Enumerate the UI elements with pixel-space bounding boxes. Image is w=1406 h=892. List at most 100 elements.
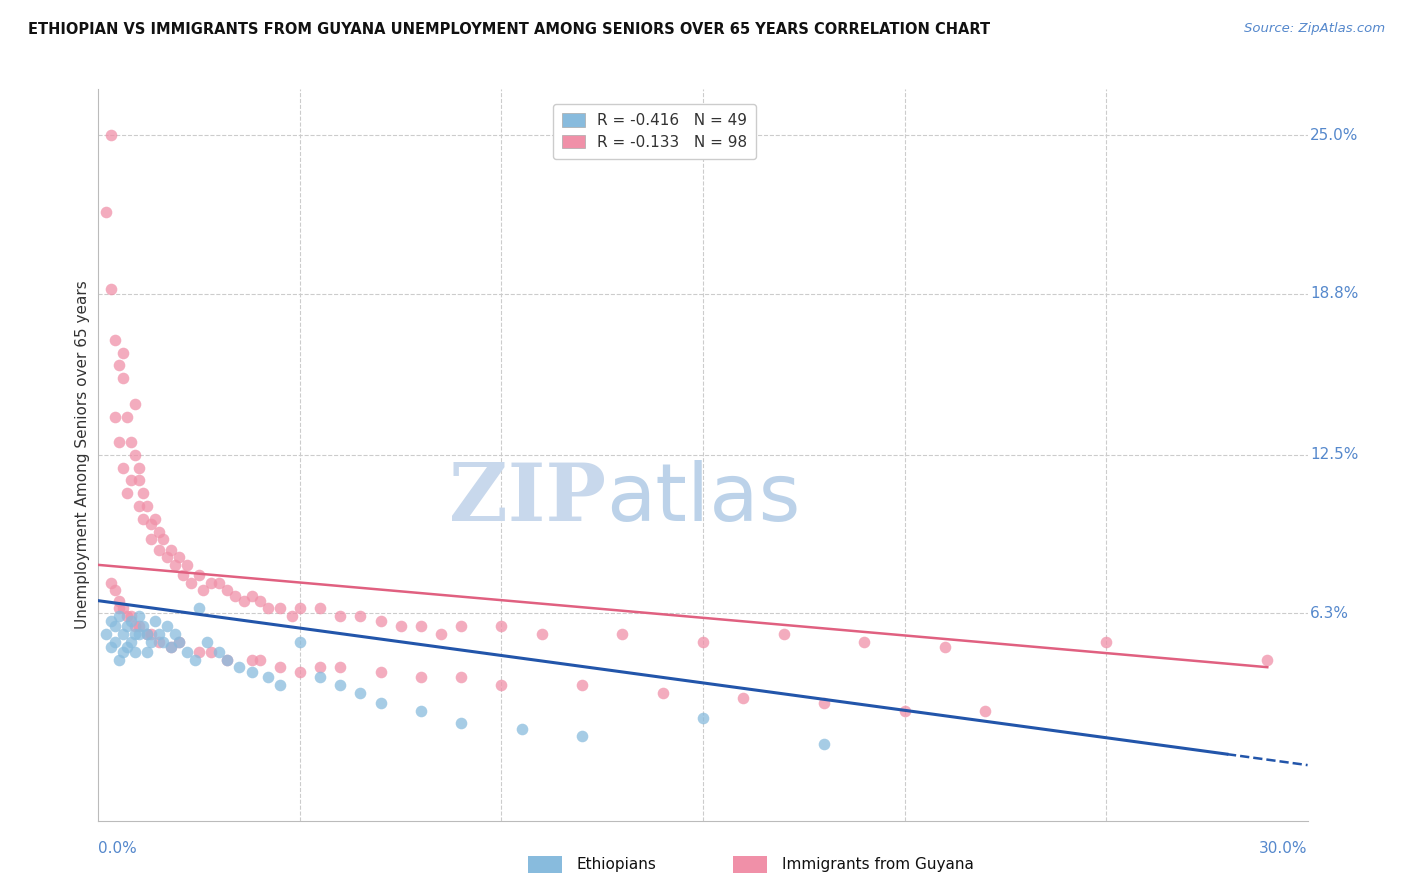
- Point: [228, 660, 250, 674]
- Point: [132, 619, 155, 633]
- Point: [115, 619, 138, 633]
- Legend: R = -0.416   N = 49, R = -0.133   N = 98: R = -0.416 N = 49, R = -0.133 N = 98: [553, 104, 756, 159]
- Point: [349, 686, 371, 700]
- Point: [208, 645, 231, 659]
- Point: [135, 499, 157, 513]
- Point: [128, 619, 150, 633]
- Point: [111, 645, 134, 659]
- Text: ETHIOPIAN VS IMMIGRANTS FROM GUYANA UNEMPLOYMENT AMONG SENIORS OVER 65 YEARS COR: ETHIOPIAN VS IMMIGRANTS FROM GUYANA UNEM…: [28, 22, 990, 37]
- Point: [100, 614, 122, 628]
- Text: atlas: atlas: [606, 459, 800, 538]
- Point: [111, 601, 134, 615]
- Point: [148, 634, 170, 648]
- Point: [115, 409, 138, 424]
- Text: 6.3%: 6.3%: [1310, 606, 1348, 621]
- Point: [249, 593, 271, 607]
- Point: [349, 609, 371, 624]
- Text: 18.8%: 18.8%: [1310, 286, 1358, 301]
- Point: [148, 542, 170, 557]
- Point: [571, 678, 593, 692]
- Point: [135, 627, 157, 641]
- Point: [651, 686, 673, 700]
- Point: [160, 640, 183, 654]
- Point: [111, 345, 134, 359]
- Point: [409, 619, 432, 633]
- Point: [160, 640, 183, 654]
- Point: [200, 645, 222, 659]
- Point: [120, 634, 142, 648]
- Point: [152, 533, 174, 547]
- Point: [103, 634, 125, 648]
- Point: [269, 660, 291, 674]
- Point: [491, 678, 513, 692]
- Point: [128, 460, 150, 475]
- Point: [510, 722, 533, 736]
- Point: [193, 583, 215, 598]
- Point: [163, 627, 186, 641]
- Text: Ethiopians: Ethiopians: [576, 857, 657, 872]
- Point: [103, 619, 125, 633]
- Point: [120, 435, 142, 450]
- Point: [491, 619, 513, 633]
- Point: [107, 359, 129, 373]
- Point: [813, 696, 835, 710]
- Point: [389, 619, 412, 633]
- Point: [139, 634, 162, 648]
- Point: [167, 550, 190, 565]
- Point: [249, 652, 271, 666]
- Point: [100, 640, 122, 654]
- Point: [217, 583, 239, 598]
- Point: [176, 645, 198, 659]
- Point: [107, 609, 129, 624]
- Point: [188, 601, 211, 615]
- Point: [288, 634, 311, 648]
- Point: [139, 533, 162, 547]
- Point: [180, 575, 202, 590]
- Point: [288, 665, 311, 680]
- Point: [853, 634, 876, 648]
- Text: ZIP: ZIP: [450, 459, 606, 538]
- Text: 25.0%: 25.0%: [1310, 128, 1358, 143]
- Point: [1095, 634, 1118, 648]
- Point: [409, 704, 432, 718]
- Point: [772, 627, 794, 641]
- Point: [132, 486, 155, 500]
- Point: [135, 627, 157, 641]
- Point: [269, 678, 291, 692]
- Point: [329, 609, 352, 624]
- Point: [692, 711, 714, 725]
- Text: Source: ZipAtlas.com: Source: ZipAtlas.com: [1244, 22, 1385, 36]
- Point: [269, 601, 291, 615]
- Point: [156, 619, 179, 633]
- Point: [100, 282, 122, 296]
- Point: [148, 524, 170, 539]
- Point: [100, 575, 122, 590]
- Point: [530, 627, 553, 641]
- Point: [103, 333, 125, 347]
- Point: [115, 640, 138, 654]
- Text: 0.0%: 0.0%: [98, 841, 138, 856]
- Point: [124, 627, 146, 641]
- Point: [111, 460, 134, 475]
- Point: [167, 634, 190, 648]
- Point: [188, 645, 211, 659]
- Point: [103, 409, 125, 424]
- Point: [409, 670, 432, 684]
- Point: [172, 568, 194, 582]
- Point: [139, 627, 162, 641]
- Point: [135, 645, 157, 659]
- Point: [450, 619, 472, 633]
- Point: [115, 486, 138, 500]
- Point: [200, 575, 222, 590]
- Point: [107, 601, 129, 615]
- Point: [96, 627, 118, 641]
- Text: 12.5%: 12.5%: [1310, 448, 1358, 462]
- Point: [111, 371, 134, 385]
- FancyBboxPatch shape: [734, 855, 768, 873]
- Point: [160, 542, 183, 557]
- Point: [107, 652, 129, 666]
- Point: [120, 474, 142, 488]
- Point: [450, 670, 472, 684]
- Point: [612, 627, 634, 641]
- Point: [107, 435, 129, 450]
